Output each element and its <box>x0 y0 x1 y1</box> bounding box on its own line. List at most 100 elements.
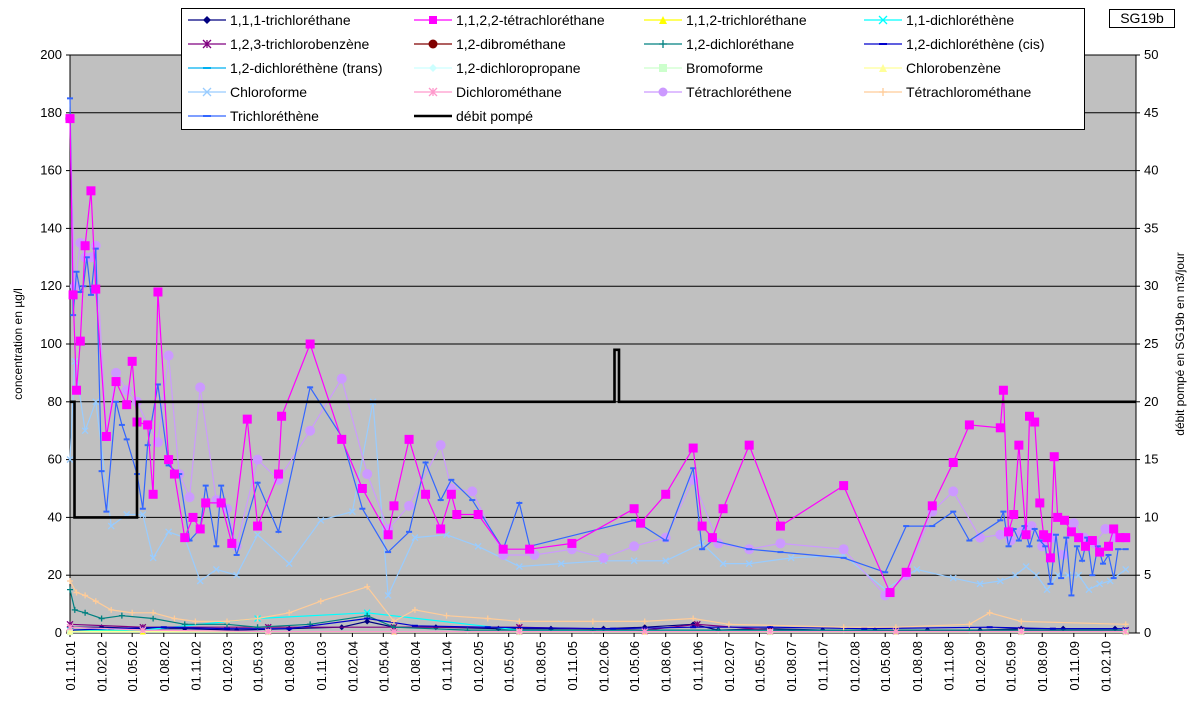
data-point <box>448 478 455 481</box>
data-point <box>1049 627 1056 630</box>
legend-label: 1,1,2-trichloréthane <box>686 12 807 28</box>
data-point <box>129 609 136 616</box>
right-tick-label: 50 <box>1144 47 1158 62</box>
data-point <box>1115 548 1122 551</box>
data-point <box>662 539 669 542</box>
data-point <box>264 628 272 636</box>
data-point <box>254 615 261 622</box>
data-point <box>986 626 993 629</box>
legend-label: 1,2-dichloréthane <box>686 36 795 52</box>
data-point <box>143 420 153 430</box>
data-point <box>1035 498 1045 508</box>
data-point <box>286 627 293 630</box>
data-point <box>428 87 438 97</box>
data-point <box>1121 533 1131 543</box>
data-point <box>948 486 959 497</box>
data-point <box>498 544 508 554</box>
legend-swatch <box>188 39 226 49</box>
data-point <box>103 510 110 513</box>
data-point <box>364 617 371 620</box>
data-point <box>305 425 316 436</box>
data-point <box>1095 547 1105 557</box>
data-point <box>1000 510 1007 513</box>
data-point <box>787 554 795 562</box>
right-tick-label: 35 <box>1144 220 1158 235</box>
data-point <box>1096 580 1104 588</box>
data-point <box>83 256 90 259</box>
data-point <box>184 492 195 503</box>
legend-label: 1,2-dichloréthène (trans) <box>230 60 383 76</box>
data-point <box>658 87 668 97</box>
data-point <box>598 552 609 563</box>
data-point <box>216 498 226 508</box>
data-point <box>406 530 413 533</box>
legend-label: Chlorobenzène <box>906 60 1001 76</box>
data-point <box>384 591 392 599</box>
data-point <box>885 588 895 598</box>
left-tick-label: 60 <box>48 452 62 467</box>
legend-label: 1,1,1-trichloréthane <box>230 12 351 28</box>
data-point <box>1100 562 1107 565</box>
data-point <box>71 606 78 613</box>
data-point <box>202 87 212 97</box>
data-point <box>949 574 957 582</box>
right-tick-label: 5 <box>1144 567 1151 582</box>
data-point <box>629 504 639 514</box>
data-point <box>641 628 649 636</box>
data-point <box>73 270 80 273</box>
x-tick-label: 01.08.07 <box>784 641 799 692</box>
series-line <box>69 589 1126 631</box>
data-point <box>443 612 450 619</box>
data-point <box>348 508 356 516</box>
data-point <box>1052 533 1059 536</box>
data-point <box>1017 628 1025 636</box>
data-point <box>91 284 101 294</box>
data-point <box>718 504 728 514</box>
data-point <box>892 624 899 631</box>
data-point <box>82 592 89 599</box>
data-point <box>767 626 774 629</box>
data-point <box>929 525 936 528</box>
right-tick-label: 40 <box>1144 163 1158 178</box>
data-point <box>840 556 847 559</box>
left-axis: 0 20 40 60 80 100 120 140 160 180 200 <box>40 47 71 640</box>
data-point <box>436 524 446 534</box>
data-point <box>411 624 418 627</box>
data-point <box>223 627 230 630</box>
series-15 <box>67 577 1129 631</box>
data-point <box>1080 541 1090 551</box>
data-point <box>1085 586 1093 594</box>
data-point <box>879 43 887 45</box>
left-tick-label: 160 <box>40 163 62 178</box>
data-point <box>196 577 204 585</box>
legend-swatch <box>644 64 682 72</box>
data-point <box>67 628 73 635</box>
right-tick-label: 10 <box>1144 509 1158 524</box>
data-point <box>446 489 456 499</box>
data-point <box>1110 577 1117 580</box>
legend-label: 1,2-dichloréthène (cis) <box>906 36 1045 52</box>
x-tick-label: 01.05.05 <box>502 641 517 692</box>
left-tick-label: 140 <box>40 220 62 235</box>
data-point <box>113 400 120 403</box>
data-point <box>882 571 889 574</box>
data-point <box>610 627 617 630</box>
data-point <box>1010 527 1017 530</box>
data-point <box>203 67 211 69</box>
data-point <box>948 457 958 467</box>
data-point <box>589 618 596 625</box>
data-point <box>98 615 105 622</box>
legend-label: 1,1,2,2-tétrachloréthane <box>456 12 605 28</box>
x-tick-label: 01.08.06 <box>659 641 674 692</box>
data-point <box>995 529 1006 540</box>
x-tick-label: 01.11.05 <box>565 641 580 691</box>
data-point <box>362 469 373 480</box>
data-point <box>111 377 121 387</box>
data-point <box>1026 545 1033 548</box>
data-point <box>317 516 325 524</box>
data-point <box>160 626 167 629</box>
right-axis-label: débit pompé en SG19b en m3/jour <box>1173 252 1187 435</box>
data-point <box>1030 417 1040 427</box>
data-point <box>275 530 282 533</box>
data-point <box>149 554 157 562</box>
